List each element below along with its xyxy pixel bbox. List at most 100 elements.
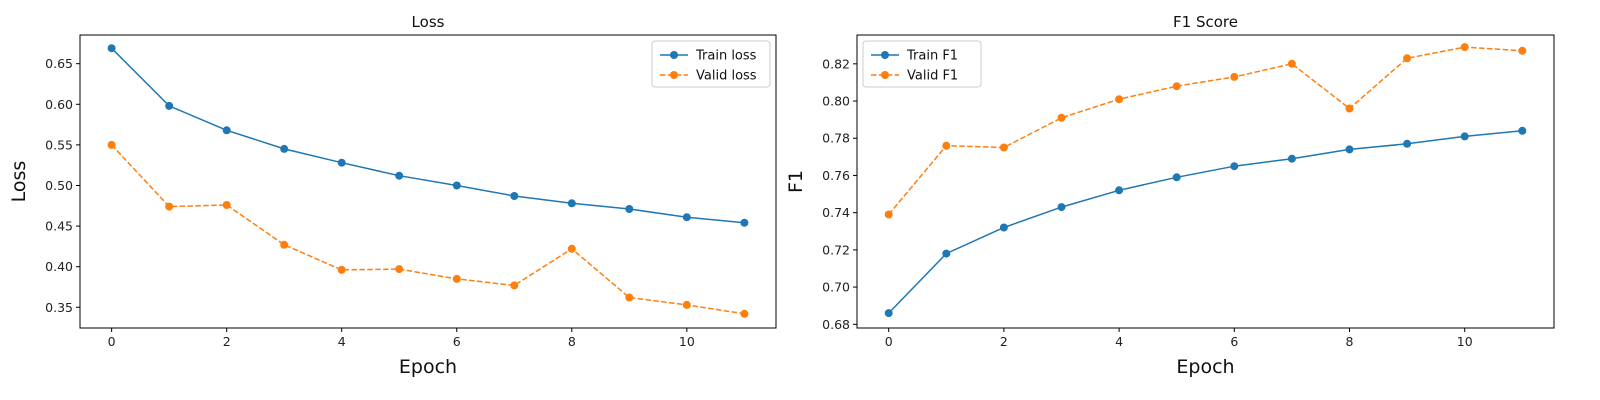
f1-x-tick-label: 4 [1115, 334, 1123, 349]
train-loss-point [395, 171, 404, 180]
f1-x-axis-label: Epoch [1176, 356, 1234, 378]
f1-chart: F1 Score 0 2 4 6 8 10 0.68 0.70 0.72 0.74 0.76 0.78 0… [785, 13, 1555, 378]
train-loss-point [740, 218, 749, 227]
loss-legend: Train loss Valid loss [651, 40, 771, 88]
train-f1-legend-marker [881, 51, 889, 59]
valid-loss-line [111, 144, 745, 315]
loss-x-tick-label: 4 [338, 334, 346, 349]
train-loss-point [165, 101, 174, 110]
train-f1-line [888, 130, 1523, 314]
f1-legend-box [862, 40, 982, 88]
valid-loss-point [510, 281, 519, 290]
loss-x-tick-label: 0 [108, 334, 116, 349]
train-f1-point [1287, 154, 1296, 163]
loss-x-axis-label: Epoch [399, 356, 457, 378]
valid-f1-line [888, 46, 1523, 215]
train-loss-point [567, 199, 576, 208]
f1-y-tick-label: 0.80 [822, 94, 850, 109]
f1-x-tick-label: 8 [1346, 334, 1354, 349]
loss-chart-title: Loss [412, 13, 445, 31]
valid-loss-point [740, 309, 749, 318]
f1-x-tick-label: 0 [885, 334, 893, 349]
loss-y-tick-label: 0.65 [45, 56, 73, 71]
loss-x-tick-label: 8 [568, 334, 576, 349]
valid-loss-point [567, 244, 576, 253]
train-f1-point [1518, 126, 1527, 135]
valid-f1-point [942, 141, 951, 150]
valid-f1-point [1115, 95, 1124, 104]
valid-f1-point [884, 210, 893, 219]
train-f1-point [942, 249, 951, 258]
valid-loss-point [395, 265, 404, 274]
loss-x-tick-label: 6 [453, 334, 461, 349]
valid-loss-point [165, 202, 174, 211]
f1-chart-title: F1 Score [1173, 13, 1238, 31]
train-loss-point [625, 205, 634, 213]
loss-y-tick-label: 0.60 [45, 97, 73, 112]
f1-x-tick-label: 6 [1230, 334, 1238, 349]
train-loss-legend-label: Train loss [695, 49, 757, 64]
loss-y-tick-label: 0.35 [45, 300, 73, 315]
train-loss-point [682, 213, 691, 222]
f1-y-tick-label: 0.74 [822, 205, 850, 220]
f1-y-tick-label: 0.76 [822, 168, 850, 183]
f1-plot-frame [856, 34, 1555, 329]
f1-y-tick-label: 0.78 [822, 131, 850, 146]
loss-y-axis-label: Loss [8, 161, 30, 203]
f1-legend: Train F1 Valid F1 [862, 40, 982, 88]
train-f1-point [1460, 132, 1469, 141]
train-loss-line [111, 47, 745, 224]
train-f1-point [1230, 162, 1239, 171]
train-f1-point [1115, 186, 1124, 195]
valid-loss-point [107, 140, 116, 149]
train-loss-point [222, 126, 231, 135]
train-f1-point [1403, 139, 1412, 148]
loss-plot-frame [79, 34, 777, 329]
valid-loss-point [337, 265, 346, 274]
valid-loss-point [682, 300, 691, 309]
f1-y-tick-label: 0.70 [822, 280, 850, 295]
train-f1-point [999, 223, 1008, 232]
valid-loss-point [452, 274, 461, 283]
train-loss-point [337, 158, 346, 167]
valid-f1-point [1460, 43, 1469, 52]
f1-y-tick-label: 0.72 [822, 242, 850, 257]
valid-loss-point [625, 293, 634, 302]
loss-chart: Loss 0 2 4 6 8 10 0.35 0.40 0.45 0.50 0.55 0.60 0.65 E… [8, 13, 777, 378]
train-loss-legend-marker [670, 51, 678, 59]
train-loss-point [107, 44, 116, 53]
valid-f1-point [999, 143, 1008, 152]
loss-x-tick-label: 2 [223, 334, 231, 349]
valid-f1-point [1172, 82, 1181, 91]
valid-loss-point [280, 240, 289, 249]
f1-x-tick-label: 10 [1457, 334, 1473, 349]
train-f1-legend-label: Train F1 [906, 49, 958, 64]
train-f1-point [1057, 203, 1066, 212]
train-f1-point [884, 309, 893, 318]
train-loss-point [280, 144, 289, 153]
loss-y-tick-label: 0.50 [45, 178, 73, 193]
valid-f1-point [1345, 104, 1354, 113]
valid-loss-legend-marker [670, 71, 678, 79]
f1-y-tick-label: 0.82 [822, 56, 850, 71]
train-loss-point [510, 192, 519, 200]
valid-f1-point [1287, 59, 1296, 68]
train-f1-point [1345, 145, 1354, 154]
valid-f1-legend-label: Valid F1 [907, 69, 958, 84]
valid-loss-legend-label: Valid loss [696, 69, 757, 84]
train-loss-point [452, 181, 461, 190]
loss-legend-box [651, 40, 771, 88]
loss-y-tick-label: 0.40 [45, 259, 73, 274]
valid-loss-point [222, 201, 231, 209]
valid-f1-point [1403, 54, 1412, 63]
loss-x-tick-label: 10 [679, 334, 695, 349]
valid-f1-point [1230, 72, 1239, 81]
valid-f1-legend-marker [881, 71, 889, 79]
f1-y-axis-label: F1 [785, 170, 807, 193]
valid-f1-point [1518, 46, 1527, 55]
valid-f1-point [1057, 113, 1066, 122]
loss-y-tick-label: 0.55 [45, 137, 73, 152]
f1-x-tick-label: 2 [1000, 334, 1008, 349]
loss-y-tick-label: 0.45 [45, 219, 73, 234]
